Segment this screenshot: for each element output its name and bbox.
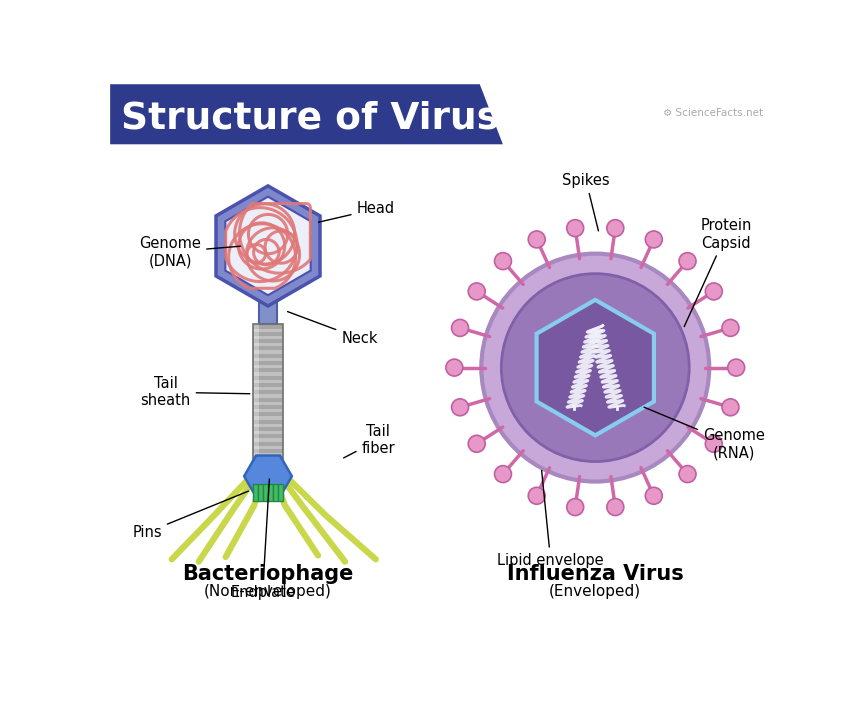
FancyBboxPatch shape	[253, 442, 283, 446]
FancyBboxPatch shape	[253, 369, 283, 372]
FancyBboxPatch shape	[273, 484, 278, 501]
Text: Structure of Viruses: Structure of Viruses	[121, 100, 547, 136]
Circle shape	[679, 465, 696, 482]
Circle shape	[468, 435, 486, 452]
Text: (Non-enveloped): (Non-enveloped)	[204, 584, 332, 600]
Text: Neck: Neck	[288, 312, 378, 346]
FancyBboxPatch shape	[253, 339, 283, 343]
FancyBboxPatch shape	[253, 397, 283, 402]
Text: Tail
sheath: Tail sheath	[141, 376, 250, 409]
Circle shape	[468, 283, 486, 300]
FancyBboxPatch shape	[259, 300, 277, 324]
Text: ⚙ ScienceFacts.net: ⚙ ScienceFacts.net	[663, 109, 763, 119]
Text: Influenza Virus: Influenza Virus	[507, 564, 683, 584]
Circle shape	[679, 253, 696, 270]
FancyBboxPatch shape	[253, 324, 283, 471]
Circle shape	[607, 220, 624, 237]
FancyBboxPatch shape	[278, 484, 283, 501]
Circle shape	[452, 319, 468, 336]
Polygon shape	[111, 84, 503, 145]
Text: (Enveloped): (Enveloped)	[550, 584, 641, 600]
Text: Genome
(DNA): Genome (DNA)	[139, 236, 240, 268]
FancyBboxPatch shape	[253, 383, 283, 387]
FancyBboxPatch shape	[253, 427, 283, 431]
Circle shape	[567, 220, 584, 237]
FancyBboxPatch shape	[253, 354, 283, 358]
FancyBboxPatch shape	[264, 484, 268, 501]
Circle shape	[645, 231, 663, 248]
Text: Lipid envelope: Lipid envelope	[498, 470, 604, 568]
FancyBboxPatch shape	[253, 390, 283, 395]
FancyBboxPatch shape	[253, 463, 283, 468]
FancyBboxPatch shape	[253, 405, 283, 409]
Circle shape	[494, 253, 511, 270]
Circle shape	[446, 359, 463, 376]
FancyBboxPatch shape	[268, 484, 273, 501]
FancyBboxPatch shape	[253, 420, 283, 423]
FancyBboxPatch shape	[253, 484, 257, 501]
Polygon shape	[245, 456, 292, 497]
Text: Head: Head	[319, 201, 395, 223]
FancyBboxPatch shape	[253, 449, 283, 453]
Circle shape	[705, 435, 722, 452]
FancyBboxPatch shape	[253, 332, 283, 336]
Text: Protein
Capsid: Protein Capsid	[684, 218, 752, 326]
FancyBboxPatch shape	[253, 324, 283, 329]
Text: Genome
(RNA): Genome (RNA)	[644, 407, 765, 461]
Text: Endplate: Endplate	[230, 479, 295, 600]
Text: Pins: Pins	[132, 491, 249, 540]
Polygon shape	[216, 186, 320, 306]
Polygon shape	[537, 300, 654, 435]
Circle shape	[481, 253, 709, 482]
Text: Bacteriophage: Bacteriophage	[182, 564, 353, 584]
Circle shape	[528, 231, 545, 248]
Circle shape	[567, 498, 584, 515]
Circle shape	[705, 283, 722, 300]
Circle shape	[452, 399, 468, 416]
FancyBboxPatch shape	[253, 435, 283, 438]
Circle shape	[645, 487, 663, 504]
Text: Tail
fiber: Tail fiber	[344, 424, 395, 458]
Circle shape	[727, 359, 745, 376]
FancyBboxPatch shape	[253, 376, 283, 380]
FancyBboxPatch shape	[253, 324, 258, 471]
FancyBboxPatch shape	[253, 412, 283, 416]
FancyBboxPatch shape	[253, 456, 283, 461]
FancyBboxPatch shape	[258, 484, 263, 501]
Circle shape	[722, 399, 739, 416]
Text: Spikes: Spikes	[562, 173, 610, 231]
Circle shape	[528, 487, 545, 504]
Polygon shape	[226, 197, 311, 296]
Circle shape	[501, 274, 689, 461]
Circle shape	[607, 498, 624, 515]
FancyBboxPatch shape	[253, 346, 283, 350]
Circle shape	[494, 465, 511, 482]
Circle shape	[722, 319, 739, 336]
FancyBboxPatch shape	[253, 361, 283, 365]
